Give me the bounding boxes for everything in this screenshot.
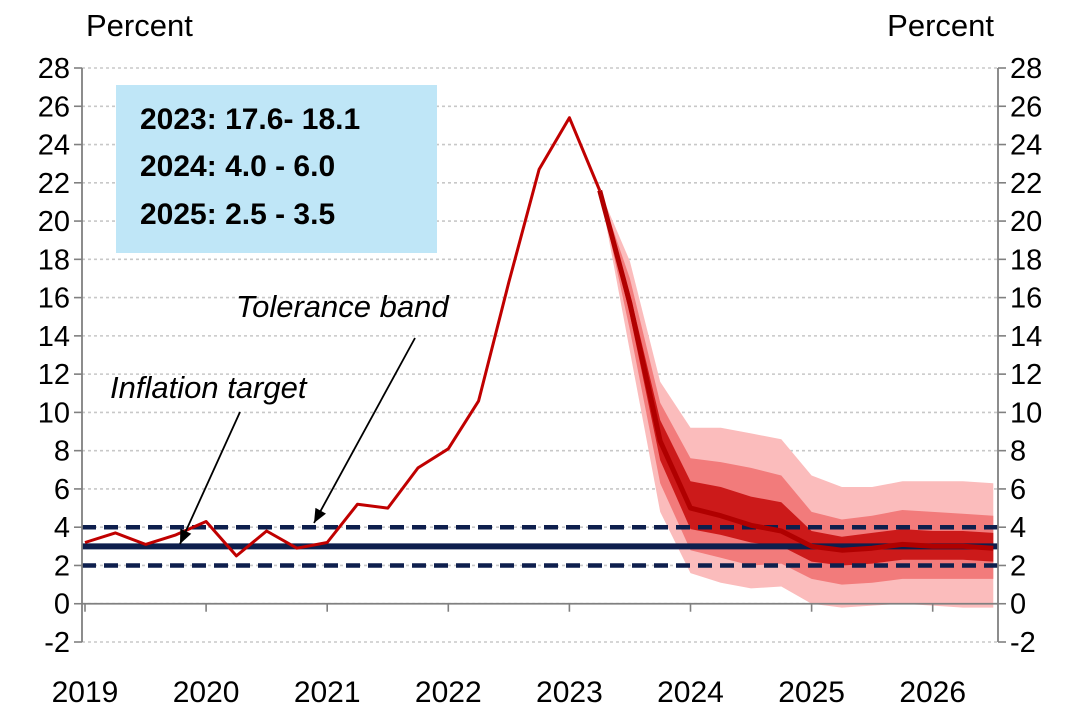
forecast-range-2023: 2023: 17.6- 18.1 xyxy=(140,103,361,136)
y-tick-label-right: 12 xyxy=(1010,359,1042,391)
y-tick-label-right: 10 xyxy=(1010,397,1042,429)
y-tick-label-left: 2 xyxy=(54,550,70,582)
y-tick-label-right: 16 xyxy=(1010,283,1042,315)
y-tick-label-right: 4 xyxy=(1010,512,1026,544)
x-tick-label: 2026 xyxy=(899,676,966,709)
y-tick-label-right: 14 xyxy=(1010,321,1042,353)
inflation-target-arrow-head xyxy=(180,528,192,544)
right-axis-unit-label: Percent xyxy=(887,8,994,43)
central-projection-line xyxy=(597,189,994,553)
y-tick-label-left: 28 xyxy=(38,53,70,85)
y-tick-label-right: 0 xyxy=(1010,589,1026,621)
y-tick-label-left: -2 xyxy=(44,627,70,659)
y-tick-label-left: 6 xyxy=(54,474,70,506)
y-tick-label-left: 16 xyxy=(38,283,70,315)
tolerance-band-arrow-shaft xyxy=(313,337,416,524)
y-tick-label-left: 24 xyxy=(38,130,70,162)
tolerance-band-annotation: Tolerance band xyxy=(236,289,449,324)
y-tick-label-left: 12 xyxy=(38,359,70,391)
inflation-series xyxy=(84,116,994,558)
x-tick-label: 2024 xyxy=(657,676,724,709)
x-tick-label: 2021 xyxy=(294,676,361,709)
y-tick-label-right: 20 xyxy=(1010,206,1042,238)
forecast-range-2025: 2025: 2.5 - 3.5 xyxy=(140,198,336,231)
y-tick-label-left: 8 xyxy=(54,436,70,468)
y-tick-label-right: 22 xyxy=(1010,168,1042,200)
x-tick-label: 2025 xyxy=(778,676,845,709)
y-tick-label-left: 0 xyxy=(54,589,70,621)
y-tick-label-right: 18 xyxy=(1010,244,1042,276)
x-tick-label: 2020 xyxy=(173,676,240,709)
inflation-target-annotation: Inflation target xyxy=(110,370,307,405)
forecast-range-box: 2023: 17.6- 18.1 2024: 4.0 - 6.0 2025: 2… xyxy=(116,85,437,253)
y-tick-label-left: 4 xyxy=(54,512,70,544)
target-and-tolerance-lines xyxy=(82,524,998,568)
y-tick-label-right: 6 xyxy=(1010,474,1026,506)
y-tick-label-left: 20 xyxy=(38,206,70,238)
y-tick-label-left: 10 xyxy=(38,397,70,429)
inflation-target-arrow-shaft xyxy=(179,411,241,545)
y-tick-label-right: 8 xyxy=(1010,436,1026,468)
y-tick-label-right: 26 xyxy=(1010,91,1042,123)
annotation-arrows xyxy=(179,337,416,545)
x-tick-label: 2019 xyxy=(52,676,119,709)
y-tick-label-right: -2 xyxy=(1010,627,1036,659)
y-tick-label-left: 22 xyxy=(38,168,70,200)
x-tick-label: 2023 xyxy=(536,676,603,709)
forecast-range-2024: 2024: 4.0 - 6.0 xyxy=(140,150,336,183)
left-axis-unit-label: Percent xyxy=(86,8,193,43)
y-tick-label-left: 26 xyxy=(38,91,70,123)
y-tick-label-left: 18 xyxy=(38,244,70,276)
tolerance-band-arrow-head xyxy=(314,507,326,523)
y-tick-label-right: 2 xyxy=(1010,550,1026,582)
y-tick-label-left: 14 xyxy=(38,321,70,353)
fan-chart-bands xyxy=(599,190,994,608)
actual-inflation-line xyxy=(84,116,602,558)
y-tick-label-right: 28 xyxy=(1010,53,1042,85)
y-tick-label-right: 24 xyxy=(1010,130,1042,162)
x-tick-label: 2022 xyxy=(415,676,482,709)
